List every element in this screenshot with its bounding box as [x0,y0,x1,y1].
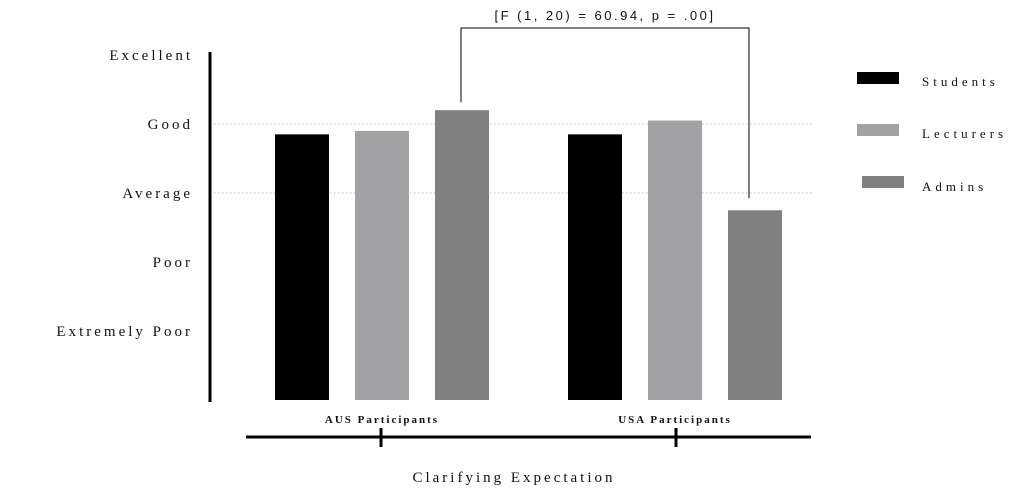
bar-aus-participants-students [275,134,329,400]
y-tick-label-poor: Poor [153,255,193,271]
legend-label-students: Students [922,74,999,89]
bar-usa-participants-admins [728,210,782,400]
axes [208,52,811,447]
legend-label-lecturers: Lecturers [922,126,1007,141]
y-tick-label-extremely-poor: Extremely Poor [56,324,193,340]
legend-swatch-lecturers [857,124,899,136]
bar-aus-participants-admins [435,110,489,400]
y-tick-label-good: Good [148,117,193,133]
bar-usa-participants-lecturers [648,120,702,401]
legend-label-admins: Admins [922,179,987,194]
y-tick-label-average: Average [122,186,193,202]
legend-swatch-students [857,72,899,84]
bar-aus-participants-lecturers [355,130,409,400]
category-label-usa-participants: USA Participants [618,414,732,426]
significance-annotation: [F (1, 20) = 60.94, p = .00] [460,8,750,199]
significance-bracket [460,27,750,199]
legend: Students Lecturers Admins [857,72,1007,194]
bars [275,110,782,401]
x-axis-title: Clarifying Expectation [412,470,615,486]
significance-label: [F (1, 20) = 60.94, p = .00] [494,8,715,23]
y-tick-labels: Extremely Poor Poor Average Good Excellent [56,48,193,340]
x-category-labels: AUS Participants USA Participants [325,414,732,426]
category-label-aus-participants: AUS Participants [325,414,439,426]
y-tick-label-excellent: Excellent [109,48,193,64]
bar-usa-participants-students [568,134,622,400]
legend-swatch-admins [862,176,904,188]
